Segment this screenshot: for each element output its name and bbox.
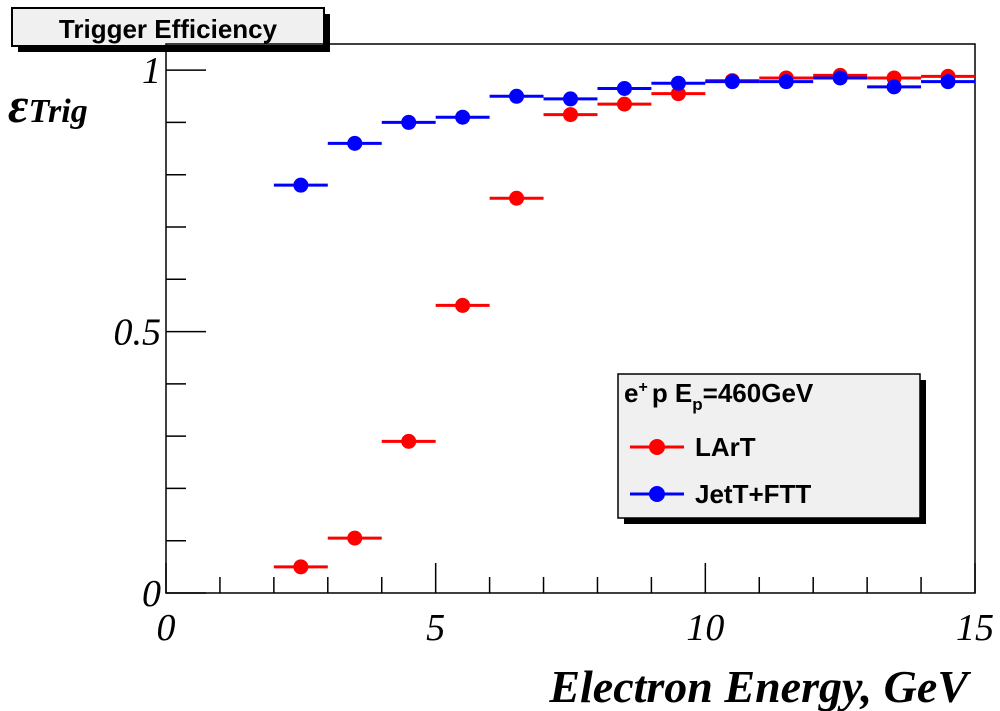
series-jet-ftt xyxy=(273,70,975,193)
legend-header-main: e xyxy=(624,378,638,408)
legend-entry-larT: LArT xyxy=(630,432,756,462)
y-axis-title-sub: Trig xyxy=(29,93,88,130)
data-point-marker xyxy=(509,190,525,206)
data-point-marker xyxy=(940,74,956,90)
data-point-marker xyxy=(455,109,471,125)
data-point-marker xyxy=(724,74,740,90)
y-tick-label: 0.5 xyxy=(114,312,162,354)
data-point-marker xyxy=(886,79,902,95)
x-axis-title: Electron Energy, GeV xyxy=(548,661,971,711)
data-point-marker xyxy=(563,107,578,123)
x-tick-label: 10 xyxy=(686,607,724,649)
title-box-frame xyxy=(11,7,325,47)
legend-header: e+ p Ep=460GeV xyxy=(624,378,814,414)
legend-entry-jet: JetT+FTT xyxy=(630,479,811,509)
data-point-marker xyxy=(455,297,471,313)
x-axis-tick-labels: 0 5 10 15 xyxy=(157,607,995,649)
data-point-marker xyxy=(347,135,363,151)
legend-larT-marker xyxy=(649,439,665,455)
legend-header-mid: p E xyxy=(652,378,692,408)
y-axis-title-main: ε xyxy=(8,77,29,133)
data-point-marker xyxy=(832,70,848,86)
legend-header-sup: + xyxy=(638,379,647,396)
y-tick-label: 1 xyxy=(142,50,161,92)
x-axis-ticks xyxy=(165,563,976,593)
data-point-marker xyxy=(616,80,632,96)
data-point-marker xyxy=(670,86,686,102)
data-point-marker xyxy=(401,114,417,130)
legend-jet-label: JetT+FTT xyxy=(695,479,811,509)
legend-header-sub: p xyxy=(692,395,702,414)
data-point-marker xyxy=(778,74,794,90)
y-axis-ticks xyxy=(166,69,206,594)
data-point-marker xyxy=(293,177,309,193)
plot-frame xyxy=(165,43,976,594)
series-layer xyxy=(273,67,975,575)
legend: e+ p Ep=460GeV LArT JetT+FTT xyxy=(617,373,926,524)
data-point-marker xyxy=(616,96,632,112)
chart-title: Trigger Efficiency xyxy=(59,14,278,44)
data-point-marker xyxy=(563,91,578,107)
legend-header-tail: =460GeV xyxy=(703,378,814,408)
x-tick-label: 15 xyxy=(956,607,994,649)
x-tick-label: 0 xyxy=(157,607,176,649)
legend-jet-marker xyxy=(649,486,665,502)
legend-larT-label: LArT xyxy=(695,432,756,462)
data-point-marker xyxy=(347,530,363,546)
data-point-marker xyxy=(509,88,525,104)
data-point-marker xyxy=(401,433,417,449)
y-axis-tick-labels: 00.51 xyxy=(114,50,162,615)
y-tick-label: 0 xyxy=(142,573,161,615)
title-box: Trigger Efficiency xyxy=(11,7,330,52)
y-axis-title: εTrig xyxy=(8,77,88,133)
data-point-marker xyxy=(293,559,309,575)
x-tick-label: 5 xyxy=(426,607,445,649)
data-point-marker xyxy=(670,75,686,91)
